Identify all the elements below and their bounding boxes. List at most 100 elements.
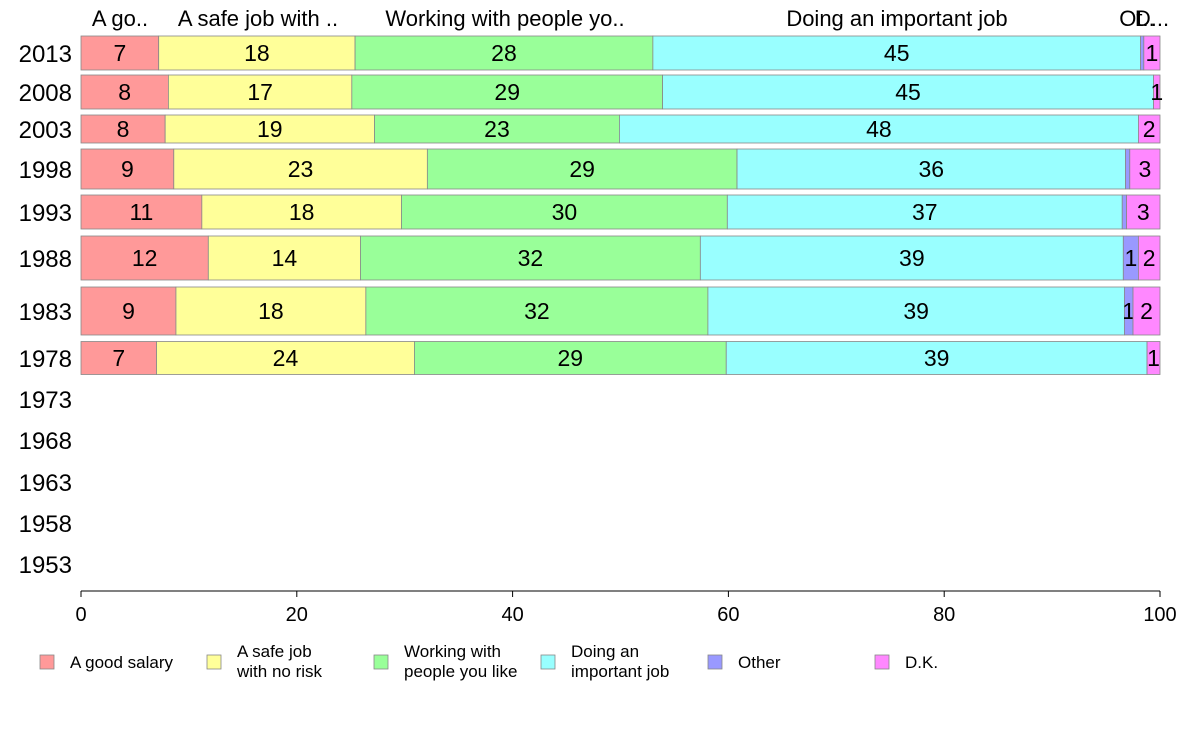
data-label: 18 [289, 199, 315, 225]
data-label: 29 [558, 345, 584, 371]
legend-label: A good salary [70, 653, 174, 672]
x-tick-label: 60 [717, 604, 739, 626]
y-tick-label: 1988 [19, 246, 72, 273]
legend-label: Doing an [571, 642, 639, 661]
legend-label: Working with [404, 642, 501, 661]
legend-label: with no risk [236, 662, 323, 681]
data-label: 28 [491, 40, 517, 66]
column-header: Working with people yo.. [385, 6, 624, 31]
bar-segment [175, 286, 367, 336]
bar-segment [201, 194, 402, 230]
legend-swatch [874, 654, 890, 670]
bar-segment [156, 341, 415, 375]
data-label: 9 [121, 156, 134, 182]
data-label: 8 [118, 79, 131, 105]
y-tick-label: 1958 [19, 511, 72, 538]
data-label: 12 [132, 245, 158, 271]
legend-label: important job [571, 662, 669, 681]
bar-segment [80, 341, 157, 375]
y-tick-label: 2003 [19, 117, 72, 144]
data-label: 30 [552, 199, 578, 225]
y-tick-label: 1978 [19, 346, 72, 373]
bar-segment [80, 148, 175, 190]
bar-segment [1153, 74, 1161, 110]
x-tick-label: 0 [75, 604, 86, 626]
data-label: 45 [895, 79, 921, 105]
y-axis-labels: 2013 2008 2003 1998 1993 1988 1983 1978 1973 1968… [19, 41, 72, 579]
column-header: Doing an important job [786, 6, 1007, 31]
data-label: 18 [244, 40, 270, 66]
data-label: 18 [258, 298, 284, 324]
bar-segment [80, 286, 177, 336]
bar-segment [1126, 194, 1161, 230]
bar-segment [662, 74, 1154, 110]
bar-segment [1138, 235, 1161, 281]
bar-segment [1146, 341, 1161, 375]
legend-label: A safe job [237, 642, 312, 661]
y-tick-label: 1963 [19, 470, 72, 497]
y-tick-label: 1983 [19, 299, 72, 326]
bar-segment [401, 194, 728, 230]
y-tick-label: 1953 [19, 552, 72, 579]
data-label: 45 [884, 40, 910, 66]
legend-swatch [707, 654, 723, 670]
bar-segment [365, 286, 709, 336]
data-label: 39 [924, 345, 950, 371]
bar-segment [360, 235, 701, 281]
column-header: A safe job with .. [178, 6, 338, 31]
x-tick-label: 20 [286, 604, 308, 626]
data-label: 29 [569, 156, 595, 182]
y-tick-label: 1998 [19, 157, 72, 184]
bar-segment [1143, 35, 1161, 71]
data-label: 29 [494, 79, 520, 105]
bars: 7 18 28 45 18 17 29 45 18 19 23 48 29 23 29 36 311 18 30 37… [80, 35, 1163, 375]
bar-segment [726, 194, 1123, 230]
column-header: Ot.. [1119, 6, 1154, 31]
data-label: 32 [524, 298, 550, 324]
legend-swatch [373, 654, 389, 670]
bar-segment [1138, 114, 1161, 144]
x-tick-label: 40 [501, 604, 523, 626]
y-tick-label: 2013 [19, 41, 72, 68]
column-header: D... [1135, 6, 1169, 31]
data-label: 2 [1143, 245, 1156, 271]
legend-swatch [206, 654, 222, 670]
data-label: 37 [912, 199, 938, 225]
data-label: 11 [129, 199, 153, 225]
legend-label: people you like [404, 662, 517, 681]
data-label: 1 [1150, 79, 1163, 105]
bar-segment [167, 74, 353, 110]
x-tick-label: 100 [1143, 604, 1176, 626]
bar-segment [1125, 148, 1131, 190]
bar-segment [707, 286, 1125, 336]
data-label: 19 [257, 116, 283, 142]
bar-segment [351, 74, 663, 110]
data-label: 39 [903, 298, 929, 324]
data-label: 24 [273, 345, 299, 371]
bar-segment [80, 35, 160, 71]
data-label: 3 [1138, 156, 1151, 182]
data-label: 1 [1146, 40, 1159, 66]
data-label: 1 [1122, 298, 1135, 324]
data-label: 23 [484, 116, 510, 142]
bar-segment [158, 35, 356, 71]
bar-segment [1140, 35, 1145, 71]
legend-label: Other [738, 653, 781, 672]
bar-segment [173, 148, 428, 190]
data-label: 39 [899, 245, 925, 271]
data-label: 3 [1137, 199, 1150, 225]
legend-swatch [39, 654, 55, 670]
legend-swatch [540, 654, 556, 670]
y-tick-label: 1993 [19, 200, 72, 227]
data-label: 48 [866, 116, 892, 142]
data-label: 36 [918, 156, 944, 182]
column-header: A go.. [92, 6, 148, 31]
data-label: 1 [1124, 245, 1137, 271]
data-label: 1 [1147, 345, 1160, 371]
bar-segment [80, 74, 169, 110]
y-tick-label: 1973 [19, 387, 72, 414]
x-axis: 0 20 40 60 80 100 [75, 590, 1177, 626]
bar-segment [80, 194, 203, 230]
